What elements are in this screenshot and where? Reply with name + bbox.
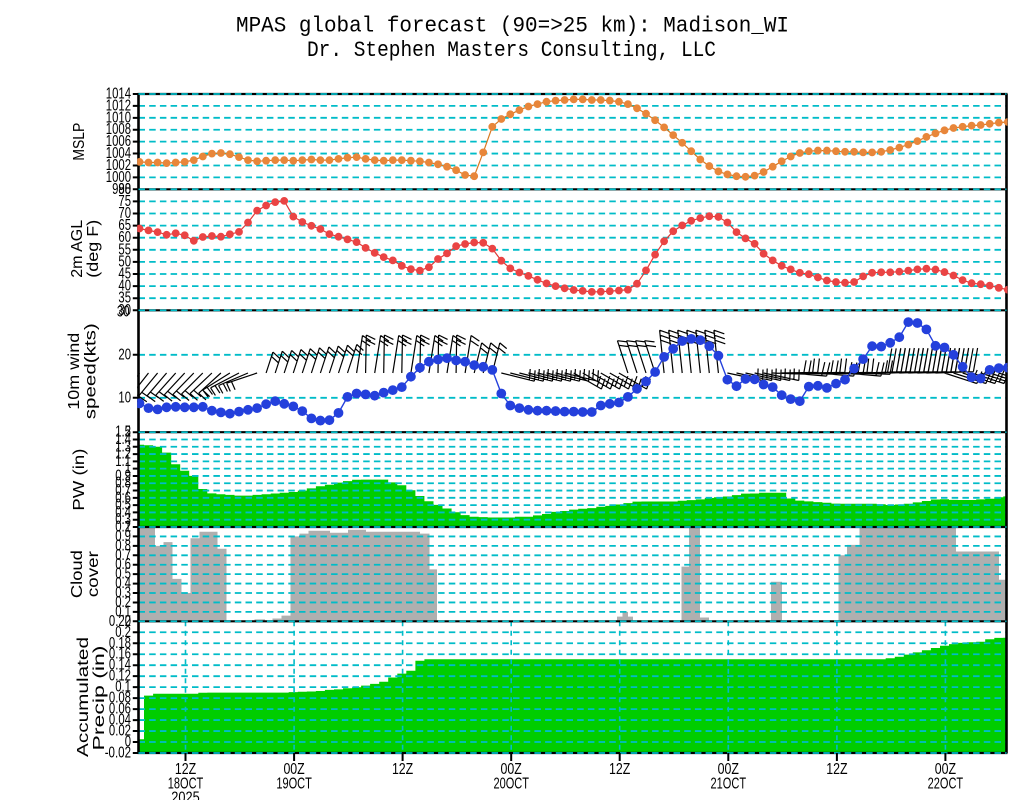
svg-text:0: 0 <box>125 734 132 751</box>
svg-text:1.2: 1.2 <box>115 446 131 463</box>
svg-text:1: 1 <box>125 460 131 477</box>
svg-text:Dr. Stephen Masters Consulting: Dr. Stephen Masters Consulting, LLC <box>307 38 716 63</box>
svg-text:PW (in): PW (in) <box>71 449 88 511</box>
svg-text:0.7: 0.7 <box>115 547 131 564</box>
svg-text:0.3: 0.3 <box>115 585 131 602</box>
svg-text:0.6: 0.6 <box>115 489 131 506</box>
svg-text:1008: 1008 <box>106 121 131 138</box>
svg-text:(deg F): (deg F) <box>85 220 102 278</box>
svg-text:998: 998 <box>112 181 131 198</box>
svg-text:0.8: 0.8 <box>115 537 131 554</box>
svg-text:0.18: 0.18 <box>109 635 131 652</box>
svg-text:80: 80 <box>118 181 131 198</box>
svg-text:12Z: 12Z <box>826 761 847 778</box>
svg-text:00Z: 00Z <box>935 761 956 778</box>
svg-text:2: 2 <box>125 424 131 441</box>
svg-text:1014: 1014 <box>106 86 131 103</box>
svg-text:12Z: 12Z <box>175 761 196 778</box>
svg-text:0.5: 0.5 <box>115 566 131 583</box>
svg-text:2m AGL: 2m AGL <box>69 219 86 277</box>
svg-text:1010: 1010 <box>106 109 131 126</box>
svg-text:0.7: 0.7 <box>115 482 131 499</box>
svg-text:20: 20 <box>118 346 131 363</box>
svg-text:0.16: 0.16 <box>109 646 131 663</box>
svg-text:speed(kts): speed(kts) <box>83 323 100 419</box>
svg-text:0.08: 0.08 <box>109 690 131 707</box>
svg-text:0.3: 0.3 <box>115 511 131 528</box>
svg-text:0.6: 0.6 <box>115 556 131 573</box>
svg-text:50: 50 <box>118 253 131 270</box>
svg-text:40: 40 <box>118 278 131 295</box>
svg-text:1006: 1006 <box>106 133 131 150</box>
svg-text:60: 60 <box>118 229 131 246</box>
svg-text:12Z: 12Z <box>609 761 630 778</box>
svg-text:0.4: 0.4 <box>115 575 131 592</box>
svg-text:0.22: 0.22 <box>109 613 131 630</box>
svg-text:1012: 1012 <box>106 97 131 114</box>
svg-text:1.5: 1.5 <box>115 424 131 441</box>
svg-text:65: 65 <box>118 217 131 234</box>
svg-text:30: 30 <box>117 303 130 320</box>
svg-text:1.1: 1.1 <box>115 453 131 470</box>
svg-text:1: 1 <box>125 519 131 536</box>
svg-text:20OCT: 20OCT <box>493 776 529 793</box>
svg-text:0.2: 0.2 <box>115 624 131 641</box>
svg-text:0.2: 0.2 <box>115 519 131 536</box>
svg-text:18OCT: 18OCT <box>168 776 204 793</box>
svg-text:Precip (in): Precip (in) <box>91 646 108 751</box>
svg-text:00Z: 00Z <box>718 761 739 778</box>
svg-text:0.14: 0.14 <box>109 657 131 674</box>
svg-text:21OCT: 21OCT <box>711 776 747 793</box>
svg-text:1004: 1004 <box>106 145 131 162</box>
svg-text:30: 30 <box>118 302 131 319</box>
svg-text:55: 55 <box>118 241 131 258</box>
svg-text:35: 35 <box>118 290 131 307</box>
svg-text:70: 70 <box>118 205 131 222</box>
svg-text:0.5: 0.5 <box>115 497 131 514</box>
svg-text:19OCT: 19OCT <box>276 776 312 793</box>
svg-text:0.1: 0.1 <box>115 603 131 620</box>
svg-text:MPAS global forecast (90=>25 k: MPAS global forecast (90=>25 km): Madiso… <box>236 14 789 39</box>
svg-text:0.02: 0.02 <box>109 723 131 740</box>
svg-text:1.4: 1.4 <box>115 431 131 448</box>
svg-text:00Z: 00Z <box>501 761 522 778</box>
svg-text:75: 75 <box>118 193 131 210</box>
svg-text:0.9: 0.9 <box>115 468 131 485</box>
svg-text:0.12: 0.12 <box>109 668 131 685</box>
svg-text:0.9: 0.9 <box>115 528 131 545</box>
svg-text:45: 45 <box>118 266 131 283</box>
svg-text:0.06: 0.06 <box>109 701 131 718</box>
svg-text:0.8: 0.8 <box>115 475 131 492</box>
svg-text:12Z: 12Z <box>392 761 413 778</box>
svg-text:22OCT: 22OCT <box>928 776 964 793</box>
svg-text:10: 10 <box>118 389 131 406</box>
svg-text:cover: cover <box>85 551 102 597</box>
svg-text:10m wind: 10m wind <box>66 333 83 410</box>
svg-text:-0.02: -0.02 <box>105 745 131 762</box>
svg-text:2025: 2025 <box>171 790 199 800</box>
svg-text:0.1: 0.1 <box>115 679 131 696</box>
svg-text:Accumulated: Accumulated <box>75 637 92 757</box>
svg-text:1002: 1002 <box>106 157 131 174</box>
svg-text:00Z: 00Z <box>283 761 304 778</box>
svg-text:0: 0 <box>125 613 132 630</box>
svg-text:0.2: 0.2 <box>115 594 131 611</box>
svg-text:1.3: 1.3 <box>115 438 131 455</box>
svg-text:MSLP: MSLP <box>71 123 88 161</box>
svg-text:0.04: 0.04 <box>109 712 131 729</box>
svg-text:1000: 1000 <box>106 169 131 186</box>
svg-text:Cloud: Cloud <box>69 550 86 598</box>
svg-text:0.4: 0.4 <box>115 504 131 521</box>
